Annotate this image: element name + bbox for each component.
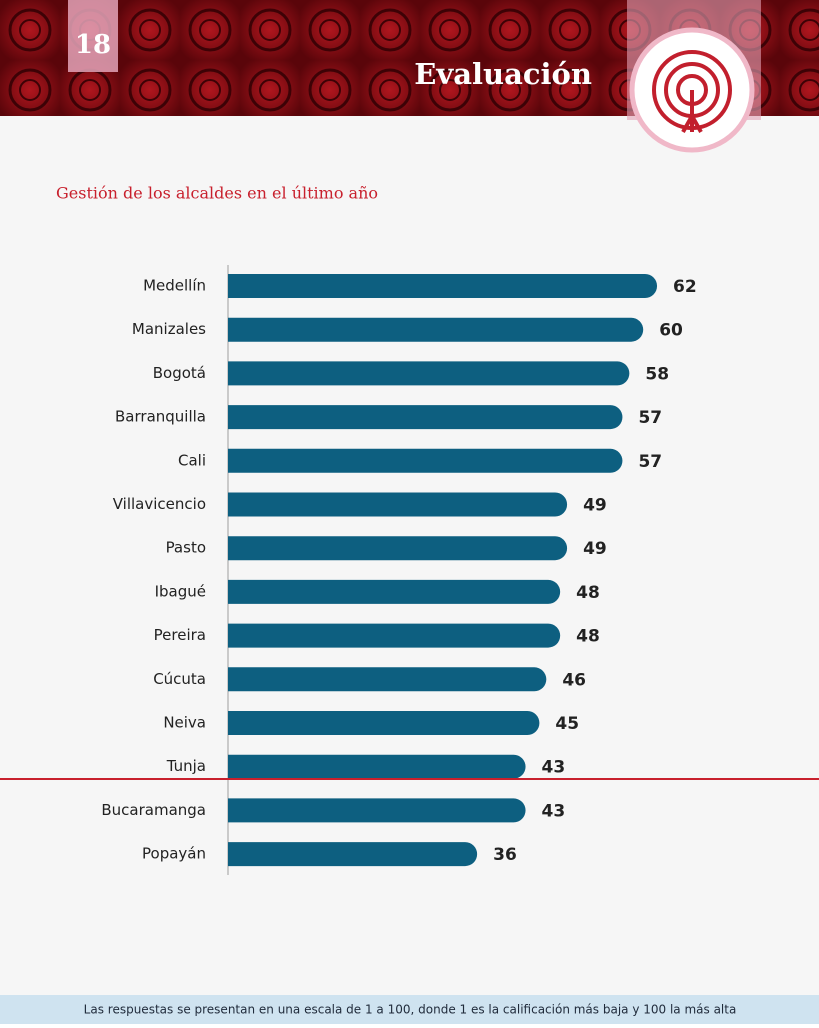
bar bbox=[228, 711, 540, 735]
category-label: Bogotá bbox=[153, 364, 206, 382]
bar bbox=[228, 448, 623, 473]
value-label: 57 bbox=[638, 452, 662, 472]
section-title: Evaluación bbox=[414, 57, 592, 91]
bar bbox=[228, 405, 623, 430]
category-label: Pereira bbox=[154, 626, 206, 644]
value-label: 48 bbox=[576, 583, 600, 603]
value-label: 45 bbox=[555, 714, 579, 734]
bar bbox=[228, 623, 561, 648]
category-label: Neiva bbox=[163, 714, 206, 732]
category-label: Popayán bbox=[142, 845, 206, 863]
category-label: Ibagué bbox=[155, 582, 206, 600]
footer-band bbox=[0, 995, 819, 1024]
value-label: 48 bbox=[576, 627, 600, 647]
value-label: 46 bbox=[562, 670, 586, 690]
category-label: Medellín bbox=[143, 277, 206, 295]
bar bbox=[228, 842, 478, 867]
bar bbox=[228, 492, 568, 517]
bar bbox=[228, 317, 644, 342]
bar bbox=[228, 361, 630, 386]
category-label: Tunja bbox=[166, 757, 206, 775]
value-label: 49 bbox=[583, 496, 607, 516]
antenna-icon bbox=[652, 50, 732, 133]
footnote: Las respuestas se presentan en una escal… bbox=[84, 1003, 737, 1017]
value-label: 43 bbox=[542, 801, 566, 821]
page-number-box bbox=[68, 0, 118, 72]
value-label: 58 bbox=[645, 364, 669, 384]
category-label: Cúcuta bbox=[153, 670, 206, 688]
value-label: 62 bbox=[673, 277, 697, 297]
bar bbox=[228, 754, 526, 779]
category-label: Villavicencio bbox=[113, 495, 206, 513]
chart-title: Gestión de los alcaldes en el último año bbox=[56, 184, 378, 203]
value-label: 49 bbox=[583, 539, 607, 559]
bar bbox=[228, 579, 561, 604]
bar bbox=[228, 536, 568, 561]
value-label: 36 bbox=[493, 845, 517, 865]
bar bbox=[228, 798, 526, 823]
category-label: Pasto bbox=[166, 539, 206, 557]
page-number: 18 bbox=[75, 30, 111, 60]
category-label: Barranquilla bbox=[115, 408, 206, 426]
category-label: Cali bbox=[178, 451, 206, 469]
bar bbox=[228, 667, 547, 692]
bar bbox=[228, 274, 658, 298]
category-label: Bucaramanga bbox=[101, 801, 206, 819]
value-label: 60 bbox=[659, 321, 683, 341]
category-label: Manizales bbox=[132, 320, 206, 338]
value-label: 43 bbox=[542, 758, 566, 778]
value-label: 57 bbox=[638, 408, 662, 428]
